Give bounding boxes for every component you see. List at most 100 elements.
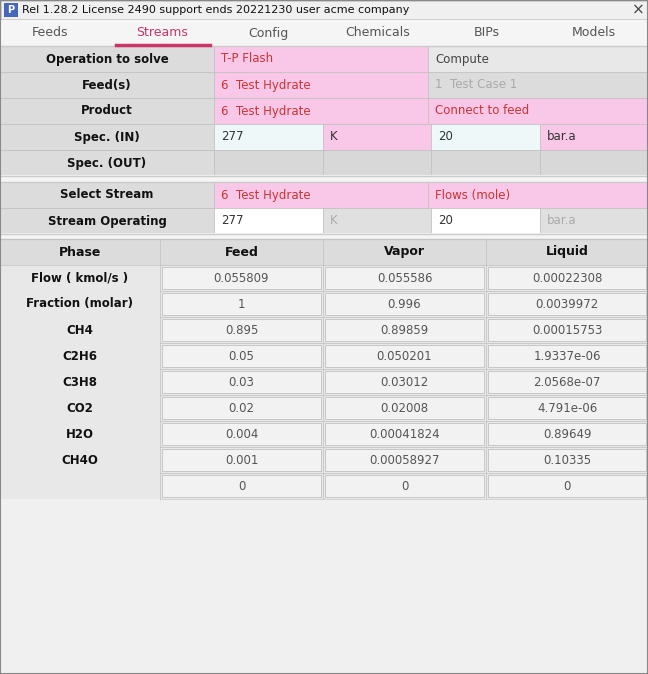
Bar <box>325 371 484 393</box>
Text: 0.00058927: 0.00058927 <box>369 454 440 466</box>
Text: K: K <box>329 214 337 228</box>
Bar <box>0 291 648 317</box>
Bar <box>428 98 648 124</box>
Text: CH4O: CH4O <box>62 454 98 466</box>
Text: 277: 277 <box>221 131 244 144</box>
Text: bar.a: bar.a <box>546 131 576 144</box>
Bar <box>0 150 214 176</box>
Bar <box>488 475 646 497</box>
Text: 0.00015753: 0.00015753 <box>532 324 602 336</box>
Bar <box>488 267 646 289</box>
Bar <box>540 150 648 176</box>
Bar <box>488 371 646 393</box>
Bar <box>428 46 648 72</box>
Bar <box>325 345 484 367</box>
Bar <box>162 475 321 497</box>
Text: bar.a: bar.a <box>546 214 576 228</box>
Text: 6  Test Hydrate: 6 Test Hydrate <box>221 104 310 117</box>
Text: 0.001: 0.001 <box>225 454 258 466</box>
Text: 0.02008: 0.02008 <box>380 402 428 415</box>
Bar <box>325 319 484 341</box>
Bar <box>488 423 646 445</box>
Bar <box>431 208 540 234</box>
Text: CH4: CH4 <box>67 324 93 336</box>
Text: Chemicals: Chemicals <box>345 26 410 40</box>
Text: 6  Test Hydrate: 6 Test Hydrate <box>221 78 310 92</box>
Text: Feed(s): Feed(s) <box>82 78 132 92</box>
Bar <box>323 150 431 176</box>
Text: Phase: Phase <box>59 245 101 259</box>
Bar <box>0 395 648 421</box>
Bar <box>488 319 646 341</box>
Text: 0.05: 0.05 <box>229 350 255 363</box>
Bar <box>0 208 214 234</box>
Text: 0.89859: 0.89859 <box>380 324 428 336</box>
Text: 0.895: 0.895 <box>225 324 258 336</box>
Text: T-P Flash: T-P Flash <box>221 53 273 65</box>
Bar <box>4 3 18 17</box>
Bar <box>0 0 648 20</box>
Text: 6  Test Hydrate: 6 Test Hydrate <box>221 189 310 202</box>
Text: 0: 0 <box>238 479 245 493</box>
Bar <box>488 449 646 471</box>
Text: Liquid: Liquid <box>546 245 588 259</box>
Bar <box>431 124 540 150</box>
Text: Feed: Feed <box>225 245 259 259</box>
Text: Rel 1.28.2 License 2490 support ends 20221230 user acme company: Rel 1.28.2 License 2490 support ends 202… <box>22 5 410 15</box>
Bar <box>214 124 323 150</box>
Bar <box>0 233 648 239</box>
Text: 4.791e-06: 4.791e-06 <box>537 402 597 415</box>
Bar <box>214 208 323 234</box>
Bar <box>162 293 321 315</box>
Bar <box>325 293 484 315</box>
Bar <box>0 72 214 98</box>
Text: BIPs: BIPs <box>474 26 500 40</box>
Bar <box>214 72 428 98</box>
Bar <box>162 423 321 445</box>
Bar <box>428 182 648 208</box>
Bar <box>0 447 648 473</box>
Bar <box>162 449 321 471</box>
Bar <box>162 345 321 367</box>
Text: ×: × <box>632 3 644 18</box>
Bar <box>325 475 484 497</box>
Bar <box>488 293 646 315</box>
Text: 0.050201: 0.050201 <box>376 350 432 363</box>
Bar <box>0 369 648 395</box>
Text: Stream Operating: Stream Operating <box>47 214 167 228</box>
Text: 0.00022308: 0.00022308 <box>532 272 602 284</box>
Bar <box>214 150 323 176</box>
Text: K: K <box>329 131 337 144</box>
Text: 0.055809: 0.055809 <box>214 272 270 284</box>
Text: 0: 0 <box>563 479 571 493</box>
Text: CO2: CO2 <box>67 402 93 415</box>
Text: Product: Product <box>81 104 133 117</box>
Text: 0.02: 0.02 <box>229 402 255 415</box>
Bar <box>431 150 540 176</box>
Bar <box>0 421 648 447</box>
Text: Spec. (IN): Spec. (IN) <box>74 131 140 144</box>
Text: 20: 20 <box>438 214 453 228</box>
Text: Spec. (OUT): Spec. (OUT) <box>67 156 146 169</box>
Text: 0.004: 0.004 <box>225 427 258 441</box>
Text: Vapor: Vapor <box>384 245 425 259</box>
Bar <box>540 124 648 150</box>
Text: Select Stream: Select Stream <box>60 189 154 202</box>
Text: P: P <box>7 5 14 15</box>
Bar <box>323 208 431 234</box>
Bar <box>325 423 484 445</box>
Bar <box>488 397 646 419</box>
Text: 0: 0 <box>401 479 408 493</box>
Text: 0.996: 0.996 <box>388 297 421 311</box>
Bar <box>162 267 321 289</box>
Text: Operation to solve: Operation to solve <box>45 53 168 65</box>
Text: 0.00041824: 0.00041824 <box>369 427 440 441</box>
Text: Fraction (molar): Fraction (molar) <box>27 297 133 311</box>
Text: Feeds: Feeds <box>32 26 68 40</box>
Bar <box>540 208 648 234</box>
Text: 0.0039972: 0.0039972 <box>535 297 599 311</box>
Text: Flows (mole): Flows (mole) <box>435 189 510 202</box>
Bar <box>0 20 648 46</box>
Bar <box>0 0 648 20</box>
Text: 1.9337e-06: 1.9337e-06 <box>533 350 601 363</box>
